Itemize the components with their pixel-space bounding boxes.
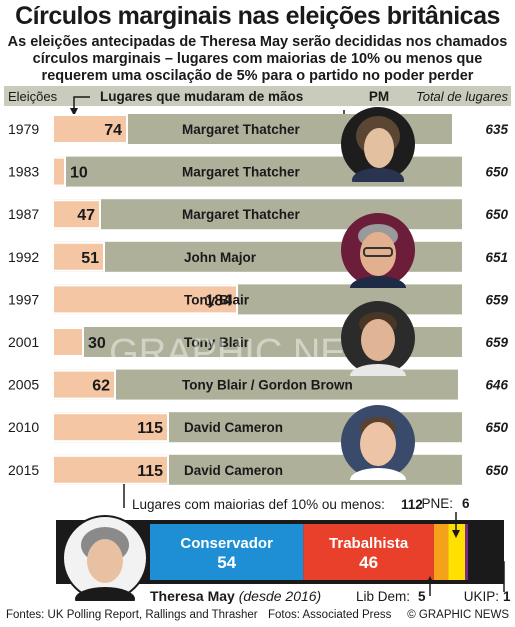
pm-label: John Major (184, 250, 257, 265)
changed-label: 74 (104, 122, 122, 139)
year-label: 2015 (8, 462, 39, 478)
changed-bar (52, 199, 101, 230)
total-label: 659 (485, 335, 508, 350)
blair-photo (341, 301, 415, 376)
changed-label: 30 (88, 335, 106, 352)
changed-label: 115 (137, 463, 163, 480)
libdem-pointer-head (426, 576, 434, 584)
total-label: 646 (485, 378, 508, 393)
segment-trabalhista (303, 524, 434, 580)
total-label: 659 (485, 292, 508, 307)
libdem-name: Lib Dem: (356, 589, 410, 604)
year-label: 1979 (8, 121, 39, 137)
pne-pointer-head (452, 530, 460, 538)
pm-label: Margaret Thatcher (182, 165, 301, 180)
pne-name: PNE: (421, 496, 453, 511)
changed-bar (52, 114, 128, 144)
pm-label: Margaret Thatcher (182, 122, 301, 137)
total-label: 650 (485, 420, 508, 435)
marginal-label: Lugares com maiorias def 10% ou menos: (132, 497, 385, 512)
total-label: 635 (485, 122, 508, 137)
segment-value: 46 (359, 553, 378, 572)
changed-bar (52, 284, 238, 315)
pm-label: Tony Blair / Gordon Brown (182, 378, 353, 393)
year-label: 1992 (8, 249, 39, 265)
header-arrow (73, 96, 90, 110)
changed-bar (52, 369, 116, 400)
marginal-total: 112 (401, 497, 423, 512)
segment-label: Trabalhista (329, 535, 409, 552)
header-total: Total de lugares (416, 89, 509, 104)
total-label: 650 (485, 207, 508, 222)
chart-subtitle: As eleições antecipadas de Theresa May s… (7, 34, 508, 84)
segment-conservador (150, 524, 304, 580)
footer-photos: Fotos: Associated Press (268, 609, 392, 621)
header-pm: PM (369, 89, 389, 104)
pm-label: David Cameron (184, 463, 283, 478)
changed-label: 115 (137, 420, 163, 437)
year-label: 2005 (8, 377, 39, 393)
pm-label: Tony Blair (184, 335, 250, 350)
year-label: 2010 (8, 419, 39, 435)
segment-label: Conservador (180, 535, 273, 552)
major-photo (341, 213, 415, 288)
year-label: 2001 (8, 334, 39, 350)
total-label: 651 (485, 250, 508, 265)
changed-bar (52, 156, 66, 187)
header-seats-changed: Lugares que mudaram de mãos (100, 89, 303, 104)
ukip-pointer (474, 561, 505, 592)
ukip-name: UKIP: (464, 589, 499, 604)
pm-label: David Cameron (184, 420, 283, 435)
header-arrow-head (70, 108, 78, 116)
changed-bar (52, 327, 84, 357)
pne-value: 6 (462, 496, 470, 511)
total-label: 650 (485, 165, 508, 180)
year-label: 1987 (8, 206, 39, 222)
changed-label: 47 (77, 207, 95, 224)
ukip-pointer-head (468, 558, 476, 566)
year-label: 1983 (8, 164, 39, 180)
total-label: 650 (485, 463, 508, 478)
segment-lib-dem (433, 524, 449, 580)
pm-label: Tony Blair (184, 292, 250, 307)
changed-label: 62 (92, 378, 110, 395)
libdem-value: 5 (418, 589, 426, 604)
current-pm-caption: Theresa May (desde 2016) (150, 588, 321, 604)
segment-ukip (465, 524, 468, 580)
cameron-photo (341, 405, 415, 480)
segment-value: 54 (217, 553, 236, 572)
header-election: Eleições (8, 89, 58, 104)
segment-pne (448, 524, 466, 580)
footer-sources: Fontes: UK Polling Report, Rallings and … (6, 609, 258, 621)
header-strip (4, 86, 511, 106)
pm-label: Margaret Thatcher (182, 207, 301, 222)
chart-title: Círculos marginais nas eleições britânic… (15, 2, 500, 30)
footer-credit: © GRAPHIC NEWS (407, 609, 509, 621)
changed-bar (52, 454, 169, 485)
changed-label: 51 (81, 250, 99, 267)
changed-label: 184 (205, 292, 232, 309)
changed-bar (52, 412, 169, 443)
may-photo (62, 515, 148, 601)
year-label: 1997 (8, 291, 39, 307)
thatcher-photo (341, 107, 415, 182)
changed-bar (52, 241, 105, 272)
changed-label: 10 (70, 165, 88, 182)
ukip-value: 1 (503, 589, 511, 604)
